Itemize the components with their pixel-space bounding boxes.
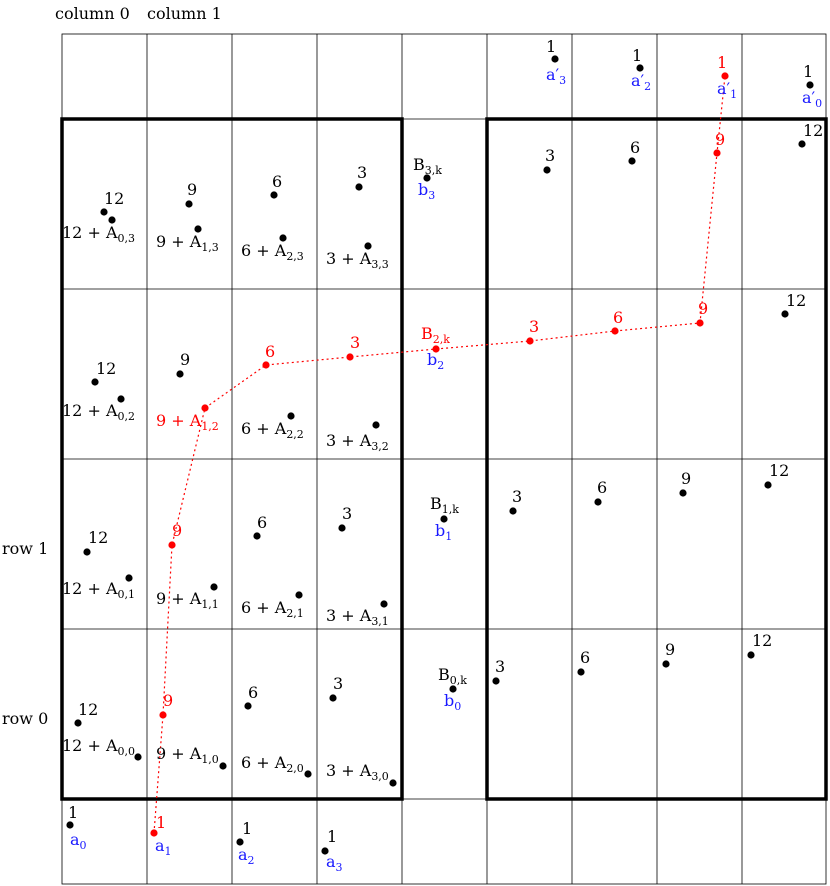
- svg-text:6 + A2,1: 6 + A2,1: [241, 598, 304, 620]
- svg-text:1: 1: [803, 62, 813, 81]
- svg-text:12: 12: [769, 461, 789, 480]
- svg-text:9: 9: [715, 130, 725, 149]
- left-block: [60, 117, 404, 801]
- svg-text:6 + A2,2: 6 + A2,2: [241, 419, 304, 441]
- row-1-label: row 1: [2, 539, 48, 558]
- svg-text:1: 1: [546, 37, 556, 56]
- svg-text:9: 9: [187, 180, 197, 199]
- svg-text:B0,k: B0,k: [438, 665, 467, 687]
- svg-text:3: 3: [512, 487, 522, 506]
- svg-text:3: 3: [342, 504, 352, 523]
- svg-text:B3,k: B3,k: [413, 155, 442, 177]
- svg-text:3 + A3,3: 3 + A3,3: [326, 249, 389, 271]
- red-path: [153, 75, 726, 834]
- column-1-label: column 1: [147, 4, 222, 23]
- svg-text:a′3: a′3: [546, 65, 566, 87]
- svg-text:a0: a0: [70, 830, 87, 852]
- svg-text:9 + A1,3: 9 + A1,3: [156, 232, 219, 254]
- svg-text:3: 3: [529, 317, 539, 336]
- top-row: 1 a′3 1 a′2 1 a′1 1 a′0: [546, 37, 822, 110]
- svg-text:1: 1: [68, 803, 78, 822]
- left-cells: 12 12 + A0,3 9 9 + A1,3 6 6 + A2,3 3 3 +…: [62, 163, 397, 787]
- svg-text:a1: a1: [155, 836, 172, 858]
- svg-text:b2: b2: [427, 350, 444, 372]
- svg-text:12 + A0,2: 12 + A0,2: [62, 401, 135, 423]
- svg-text:9: 9: [681, 469, 691, 488]
- svg-text:6: 6: [265, 342, 275, 361]
- svg-text:3 + A3,2: 3 + A3,2: [326, 431, 389, 453]
- svg-text:a′2: a′2: [631, 71, 651, 93]
- svg-text:6: 6: [272, 172, 282, 191]
- svg-text:b3: b3: [418, 180, 435, 202]
- svg-text:b1: b1: [435, 521, 452, 543]
- svg-text:1: 1: [156, 813, 166, 832]
- svg-text:a3: a3: [326, 852, 343, 874]
- svg-text:6: 6: [580, 648, 590, 667]
- svg-text:12 + A0,3: 12 + A0,3: [62, 223, 135, 245]
- svg-text:6: 6: [597, 478, 607, 497]
- right-cells: 3 6 9 12 3 6 9 12 3 6 9 12 3 6 9 12: [492, 121, 823, 685]
- svg-text:9: 9: [172, 521, 182, 540]
- svg-text:1: 1: [632, 46, 642, 65]
- svg-text:6 + A2,0: 6 + A2,0: [241, 753, 304, 775]
- right-block: [485, 117, 828, 801]
- svg-text:9: 9: [163, 691, 173, 710]
- b-column: B3,k b3 B2,k b2 B1,k b1 B0,k b0: [413, 155, 467, 713]
- svg-text:6: 6: [630, 138, 640, 157]
- svg-text:6: 6: [248, 683, 258, 702]
- svg-text:3: 3: [545, 146, 555, 165]
- svg-text:9: 9: [698, 299, 708, 318]
- svg-text:9: 9: [665, 640, 675, 659]
- svg-text:B1,k: B1,k: [430, 494, 459, 516]
- svg-text:6: 6: [257, 513, 267, 532]
- svg-text:3: 3: [495, 657, 505, 676]
- svg-text:12 + A0,0: 12 + A0,0: [62, 736, 135, 758]
- row-0-label: row 0: [2, 709, 48, 728]
- svg-text:9 + A1,1: 9 + A1,1: [156, 589, 219, 611]
- svg-text:1: 1: [717, 53, 727, 72]
- svg-text:B2,k: B2,k: [421, 324, 450, 346]
- svg-text:9 + A1,2: 9 + A1,2: [156, 411, 219, 433]
- svg-text:a2: a2: [238, 845, 255, 867]
- bottom-row: 1 a0 1 a1 1 a2 1 a3: [66, 803, 343, 874]
- svg-text:a′1: a′1: [717, 79, 737, 101]
- svg-text:6 + A2,3: 6 + A2,3: [241, 241, 304, 263]
- svg-text:12: 12: [104, 189, 124, 208]
- svg-text:12: 12: [786, 291, 806, 310]
- svg-text:3 + A3,0: 3 + A3,0: [326, 761, 389, 783]
- column-0-label: column 0: [55, 4, 130, 23]
- svg-text:6: 6: [613, 308, 623, 327]
- svg-text:3: 3: [357, 163, 367, 182]
- svg-text:12: 12: [88, 528, 108, 547]
- svg-text:a′0: a′0: [802, 88, 822, 110]
- svg-text:1: 1: [327, 827, 337, 846]
- svg-text:3: 3: [333, 674, 343, 693]
- svg-text:3 + A3,1: 3 + A3,1: [326, 606, 389, 628]
- svg-text:12: 12: [78, 700, 98, 719]
- svg-text:b0: b0: [444, 691, 461, 713]
- svg-text:12: 12: [803, 121, 823, 140]
- svg-text:9 + A1,0: 9 + A1,0: [156, 744, 219, 766]
- svg-text:1: 1: [242, 819, 252, 838]
- svg-text:12: 12: [96, 359, 116, 378]
- svg-text:12 + A0,1: 12 + A0,1: [62, 579, 135, 601]
- svg-text:12: 12: [752, 631, 772, 650]
- svg-text:9: 9: [180, 350, 190, 369]
- svg-text:3: 3: [350, 333, 360, 352]
